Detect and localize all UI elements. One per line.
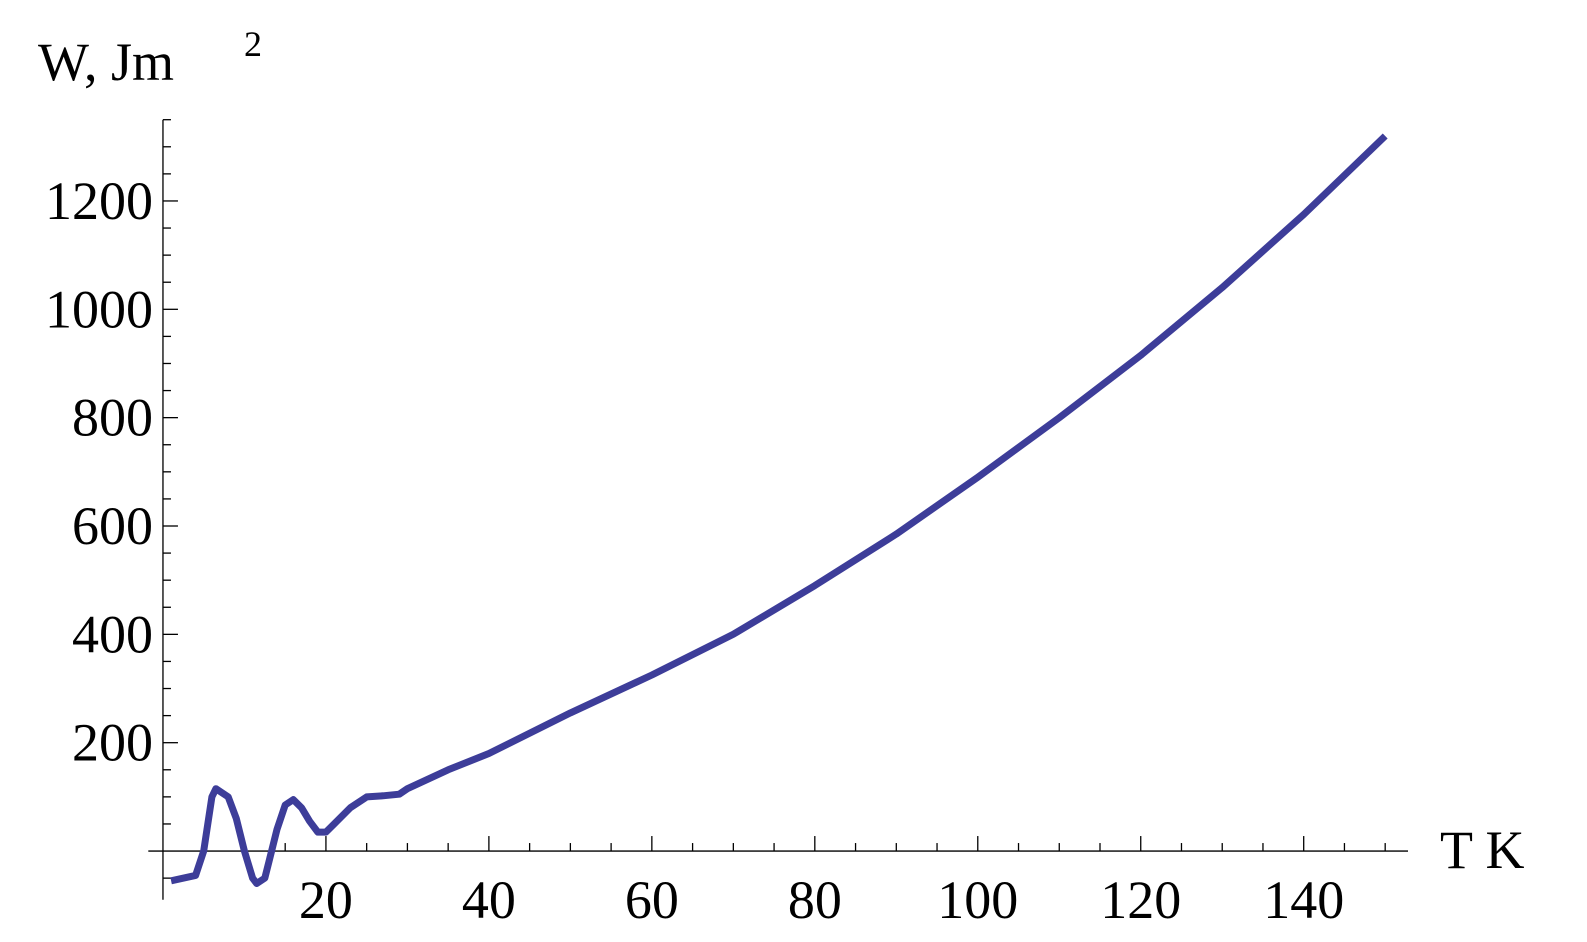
x-tick-label: 20 [299, 870, 353, 930]
x-tick-label: 80 [788, 870, 842, 930]
y-tick-label: 400 [72, 604, 153, 664]
y-tick-label: 1200 [45, 171, 153, 231]
y-tick-label: 800 [72, 388, 153, 448]
data-line [170, 133, 1388, 887]
y-axis-label: W, Jm [38, 32, 174, 92]
y-tick-label: 1000 [45, 279, 153, 339]
x-tick-label: 140 [1263, 870, 1344, 930]
x-tick-label: 60 [625, 870, 679, 930]
x-tick-label: 100 [937, 870, 1018, 930]
y-axis-label-superscript: 2 [244, 24, 262, 64]
y-tick-label: 200 [72, 713, 153, 773]
x-tick-label: 120 [1100, 870, 1181, 930]
x-axis-label: T K [1440, 820, 1525, 880]
x-tick-label: 40 [462, 870, 516, 930]
y-tick-label: 600 [72, 496, 153, 556]
